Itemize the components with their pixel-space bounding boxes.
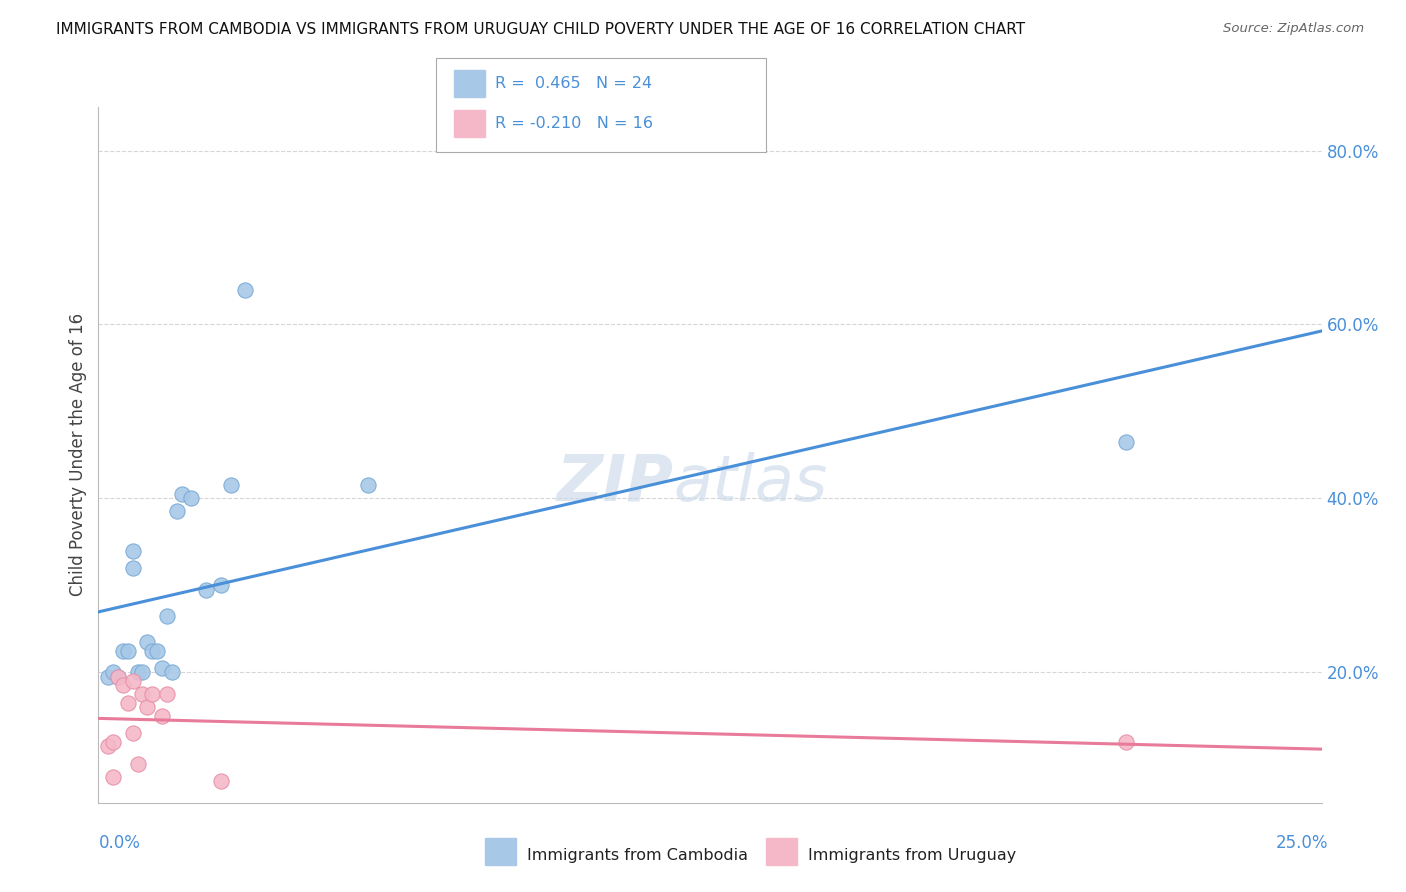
Text: 0.0%: 0.0% (98, 834, 141, 852)
Point (170, 487, 193, 501)
Point (97, 670, 120, 684)
Text: R =  0.465   N = 24: R = 0.465 N = 24 (495, 76, 652, 91)
Point (219, 478, 242, 492)
Point (141, 643, 163, 657)
Point (209, 578, 232, 592)
Point (101, 665, 124, 680)
Text: R = -0.210   N = 16: R = -0.210 N = 16 (495, 116, 652, 131)
Point (121, 674, 143, 689)
Point (101, 735, 124, 749)
Point (121, 561, 143, 575)
Point (107, 670, 129, 684)
Text: Source: ZipAtlas.com: Source: ZipAtlas.com (1223, 22, 1364, 36)
Point (180, 491, 202, 506)
Text: IMMIGRANTS FROM CAMBODIA VS IMMIGRANTS FROM URUGUAY CHILD POVERTY UNDER THE AGE : IMMIGRANTS FROM CAMBODIA VS IMMIGRANTS F… (56, 22, 1025, 37)
Point (111, 643, 134, 657)
Point (166, 504, 188, 518)
Text: Immigrants from Cambodia: Immigrants from Cambodia (527, 848, 748, 863)
Point (356, 478, 378, 492)
Point (127, 756, 149, 771)
Text: Immigrants from Uruguay: Immigrants from Uruguay (808, 848, 1017, 863)
Point (150, 708, 173, 723)
Point (101, 770, 124, 784)
Point (127, 665, 149, 680)
Point (233, 283, 256, 297)
Point (156, 687, 179, 701)
Point (1115, 735, 1137, 749)
Point (136, 700, 159, 714)
Point (160, 665, 183, 680)
Point (141, 687, 163, 701)
Point (131, 665, 153, 680)
Point (121, 543, 143, 558)
Point (111, 678, 134, 692)
Point (136, 635, 159, 649)
Point (146, 643, 169, 657)
Point (131, 687, 153, 701)
Text: 25.0%: 25.0% (1277, 834, 1329, 852)
Point (107, 670, 129, 684)
Point (156, 608, 179, 623)
Point (97, 739, 120, 754)
Text: atlas: atlas (673, 451, 828, 514)
Point (1115, 434, 1137, 449)
Point (150, 661, 173, 675)
Point (195, 582, 218, 597)
Text: ZIP: ZIP (557, 451, 673, 514)
Point (117, 643, 139, 657)
Point (121, 726, 143, 740)
Point (209, 774, 232, 789)
Y-axis label: Child Poverty Under the Age of 16: Child Poverty Under the Age of 16 (69, 313, 87, 597)
Point (117, 696, 139, 710)
